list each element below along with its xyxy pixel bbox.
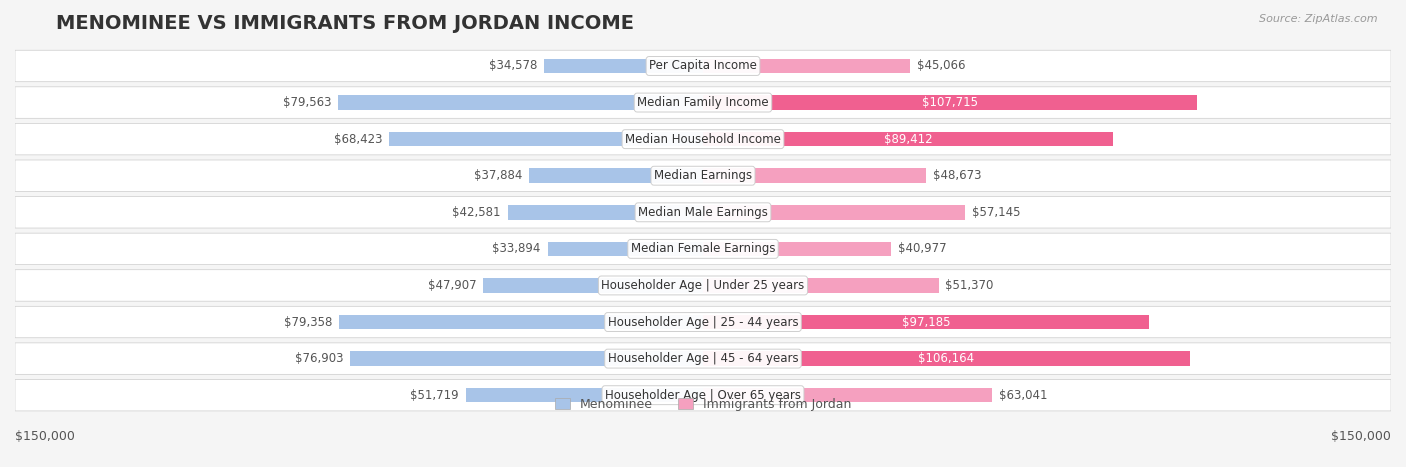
Bar — [350, 351, 703, 366]
Text: Median Family Income: Median Family Income — [637, 96, 769, 109]
Bar — [703, 351, 1189, 366]
Text: $79,563: $79,563 — [283, 96, 332, 109]
Text: Householder Age | Under 25 years: Householder Age | Under 25 years — [602, 279, 804, 292]
Text: $76,903: $76,903 — [295, 352, 343, 365]
Bar — [337, 95, 703, 110]
Bar — [389, 132, 703, 146]
Bar — [484, 278, 703, 293]
Text: Median Earnings: Median Earnings — [654, 169, 752, 182]
Text: Median Household Income: Median Household Income — [626, 133, 780, 146]
Text: Householder Age | 25 - 44 years: Householder Age | 25 - 44 years — [607, 316, 799, 328]
Text: $51,370: $51,370 — [945, 279, 994, 292]
Bar — [544, 59, 703, 73]
Text: $47,907: $47,907 — [427, 279, 477, 292]
Text: $107,715: $107,715 — [922, 96, 979, 109]
Text: $79,358: $79,358 — [284, 316, 332, 328]
Text: Householder Age | 45 - 64 years: Householder Age | 45 - 64 years — [607, 352, 799, 365]
Text: $51,719: $51,719 — [411, 389, 458, 402]
Text: $42,581: $42,581 — [453, 206, 501, 219]
Text: $89,412: $89,412 — [884, 133, 932, 146]
Text: $63,041: $63,041 — [1000, 389, 1047, 402]
FancyBboxPatch shape — [15, 197, 1391, 228]
Text: $97,185: $97,185 — [901, 316, 950, 328]
Bar — [339, 315, 703, 329]
FancyBboxPatch shape — [15, 343, 1391, 375]
Bar — [703, 95, 1197, 110]
FancyBboxPatch shape — [15, 270, 1391, 301]
Bar — [508, 205, 703, 219]
Text: $150,000: $150,000 — [15, 430, 75, 443]
FancyBboxPatch shape — [15, 123, 1391, 155]
Bar — [703, 59, 910, 73]
Text: Per Capita Income: Per Capita Income — [650, 59, 756, 72]
Text: $34,578: $34,578 — [489, 59, 537, 72]
Bar — [465, 388, 703, 403]
Bar — [703, 132, 1114, 146]
FancyBboxPatch shape — [15, 160, 1391, 191]
Text: Median Male Earnings: Median Male Earnings — [638, 206, 768, 219]
FancyBboxPatch shape — [15, 380, 1391, 411]
FancyBboxPatch shape — [15, 306, 1391, 338]
Bar — [703, 241, 891, 256]
Text: $45,066: $45,066 — [917, 59, 965, 72]
Text: $48,673: $48,673 — [934, 169, 981, 182]
FancyBboxPatch shape — [15, 87, 1391, 118]
Bar — [703, 169, 927, 183]
Text: $33,894: $33,894 — [492, 242, 541, 255]
Text: Householder Age | Over 65 years: Householder Age | Over 65 years — [605, 389, 801, 402]
Bar — [703, 278, 939, 293]
Text: $57,145: $57,145 — [972, 206, 1021, 219]
Text: $150,000: $150,000 — [1331, 430, 1391, 443]
FancyBboxPatch shape — [15, 50, 1391, 82]
Bar — [703, 315, 1149, 329]
Legend: Menominee, Immigrants from Jordan: Menominee, Immigrants from Jordan — [555, 398, 851, 411]
Text: $37,884: $37,884 — [474, 169, 523, 182]
Text: MENOMINEE VS IMMIGRANTS FROM JORDAN INCOME: MENOMINEE VS IMMIGRANTS FROM JORDAN INCO… — [56, 14, 634, 33]
Text: $106,164: $106,164 — [918, 352, 974, 365]
Bar — [703, 388, 993, 403]
Text: Source: ZipAtlas.com: Source: ZipAtlas.com — [1260, 14, 1378, 24]
Bar — [547, 241, 703, 256]
Text: Median Female Earnings: Median Female Earnings — [631, 242, 775, 255]
Text: $40,977: $40,977 — [898, 242, 946, 255]
FancyBboxPatch shape — [15, 233, 1391, 265]
Text: $68,423: $68,423 — [333, 133, 382, 146]
Bar — [703, 205, 965, 219]
Bar — [529, 169, 703, 183]
